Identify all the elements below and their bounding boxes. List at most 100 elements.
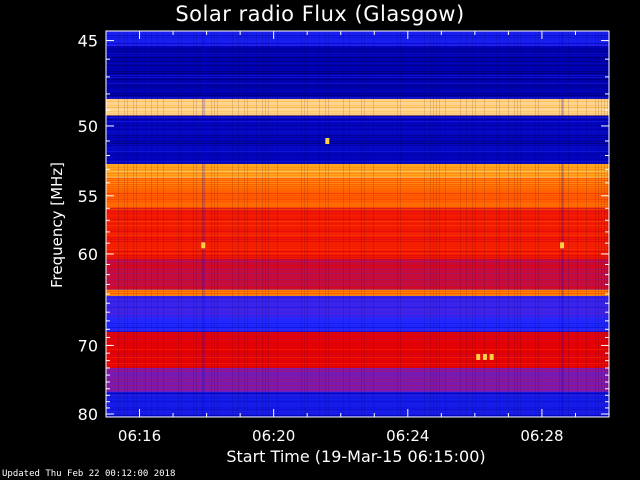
noise-column — [508, 31, 509, 417]
noise-line — [106, 321, 609, 322]
noise-line — [106, 61, 609, 62]
noise-column — [436, 31, 437, 417]
noise-line — [106, 413, 609, 414]
noise-column — [424, 31, 425, 417]
noise-line — [106, 129, 609, 130]
noise-column — [559, 31, 560, 417]
noise-line — [106, 371, 609, 372]
noise-line — [106, 109, 609, 110]
noise-line — [106, 251, 609, 252]
noise-line — [106, 239, 609, 240]
noise-line — [106, 163, 609, 164]
noise-line — [106, 387, 609, 388]
noise-column — [433, 31, 434, 417]
noise-line — [106, 295, 609, 296]
noise-line — [106, 283, 609, 284]
burst-mark — [476, 353, 481, 360]
noise-line — [106, 367, 609, 368]
noise-line — [106, 257, 609, 258]
noise-line — [106, 399, 609, 400]
noise-column — [568, 31, 569, 417]
noise-column — [577, 31, 578, 417]
burst-mark — [489, 353, 494, 360]
y-axis: 45 50 55 60 70 80 — [78, 32, 609, 424]
noise-line — [106, 57, 609, 58]
noise-line — [106, 197, 609, 198]
noise-column — [496, 31, 497, 417]
noise-line — [106, 101, 609, 102]
noise-line — [106, 133, 609, 134]
updated-timestamp: Updated Thu Feb 22 00:12:00 2018 — [2, 469, 176, 479]
noise-line — [106, 351, 609, 352]
noise-line — [106, 301, 609, 302]
plot-frame — [105, 30, 610, 418]
noise-line — [106, 331, 609, 332]
noise-column — [301, 31, 302, 417]
noise-line — [106, 357, 609, 358]
noise-line — [106, 225, 609, 226]
noise-line — [106, 313, 609, 314]
noise-column — [217, 31, 218, 417]
noise-line — [106, 337, 609, 338]
noise-column — [604, 31, 605, 417]
noise-line — [106, 389, 609, 390]
x-tick-label: 06:20 — [252, 427, 295, 445]
noise-line — [106, 41, 609, 42]
noise-line — [106, 123, 609, 124]
noise-column — [256, 31, 257, 417]
noise-line — [106, 243, 609, 244]
noise-line — [106, 409, 609, 410]
noise-column — [202, 31, 203, 417]
noise-line — [106, 181, 609, 182]
noise-line — [106, 79, 609, 80]
noise-line — [106, 247, 609, 248]
noise-line — [106, 319, 609, 320]
noise-line — [106, 391, 609, 392]
noise-line — [106, 103, 609, 104]
noise-line — [106, 35, 609, 36]
noise-line — [106, 265, 609, 266]
noise-column — [277, 31, 278, 417]
noise-line — [106, 291, 609, 292]
noise-line — [106, 407, 609, 408]
noise-line — [106, 119, 609, 120]
noise-line — [106, 207, 609, 208]
noise-line — [106, 117, 609, 118]
noise-line — [106, 39, 609, 40]
noise-column — [124, 31, 125, 417]
noise-line — [106, 397, 609, 398]
burst-mark — [482, 353, 487, 360]
noise-column — [472, 31, 473, 417]
noise-column — [517, 31, 518, 417]
noise-line — [106, 217, 609, 218]
noise-line — [106, 345, 609, 346]
noise-line — [106, 159, 609, 160]
noise-line — [106, 69, 609, 70]
noise-column — [607, 31, 608, 417]
noise-line — [106, 219, 609, 220]
noise-line — [106, 349, 609, 350]
noise-line — [106, 47, 609, 48]
noise-line — [106, 93, 609, 94]
noise-line — [106, 107, 609, 108]
noise-line — [106, 161, 609, 162]
noise-line — [106, 253, 609, 254]
noise-line — [106, 339, 609, 340]
noise-line — [106, 293, 609, 294]
noise-line — [106, 281, 609, 282]
noise-line — [106, 335, 609, 336]
frequency-band — [106, 259, 609, 290]
noise-line — [106, 411, 609, 412]
noise-line — [106, 87, 609, 88]
noise-line — [106, 155, 609, 156]
noise-line — [106, 83, 609, 84]
noise-column — [127, 31, 128, 417]
noise-line — [106, 365, 609, 366]
noise-column — [196, 31, 197, 417]
noise-line — [106, 285, 609, 286]
noise-line — [106, 213, 609, 214]
noise-line — [106, 215, 609, 216]
noise-column — [430, 31, 431, 417]
noise-line — [106, 209, 609, 210]
noise-line — [106, 49, 609, 50]
